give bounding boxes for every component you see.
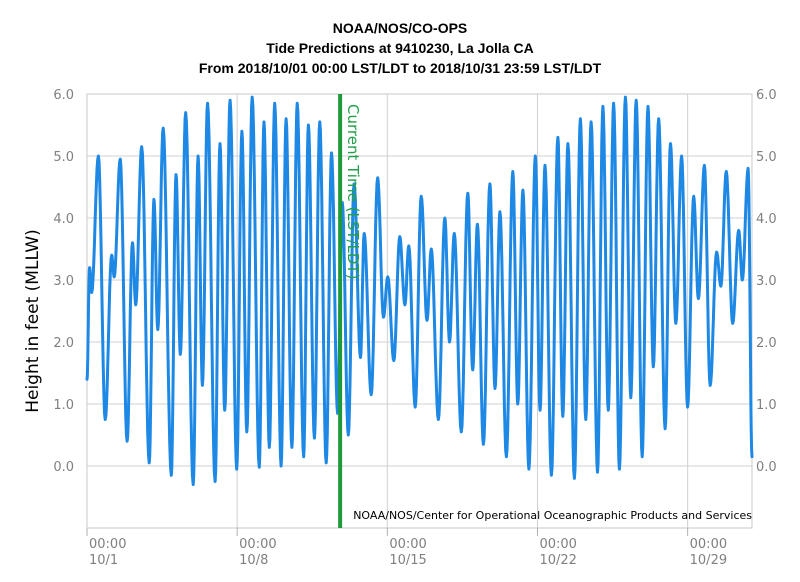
x-tick-date: 10/29 bbox=[690, 553, 727, 568]
y-tick-label-right: 2.0 bbox=[756, 336, 777, 351]
y-tick-label-right: 0.0 bbox=[756, 460, 777, 475]
x-tick-time: 00:00 bbox=[89, 537, 126, 552]
y-tick-label-right: 6.0 bbox=[756, 88, 777, 103]
x-tick-date: 10/1 bbox=[89, 553, 118, 568]
y-tick-label-left: 6.0 bbox=[53, 88, 74, 103]
x-tick-time: 00:00 bbox=[239, 537, 276, 552]
y-tick-label-left: 0.0 bbox=[53, 460, 74, 475]
credit-text: NOAA/NOS/Center for Operational Oceanogr… bbox=[353, 509, 752, 522]
y-axis-right: 0.0 1.0 2.0 3.0 4.0 5.0 6.0 bbox=[756, 88, 777, 475]
y-tick-label-left: 4.0 bbox=[53, 212, 74, 227]
y-tick-label-right: 5.0 bbox=[756, 150, 777, 165]
title-line-2: Tide Predictions at 9410230, La Jolla CA bbox=[266, 40, 534, 56]
y-tick-label-left: 5.0 bbox=[53, 150, 74, 165]
y-tick-label-right: 3.0 bbox=[756, 274, 777, 289]
x-tick-date: 10/8 bbox=[239, 553, 268, 568]
x-axis: 00:0010/100:0010/800:0010/1500:0010/2200… bbox=[86, 528, 727, 568]
current-time-label: Current Time (LST/LDT) bbox=[344, 104, 362, 279]
y-tick-label-left: 1.0 bbox=[53, 398, 74, 413]
y-tick-label-right: 4.0 bbox=[756, 212, 777, 227]
x-tick-date: 10/22 bbox=[539, 553, 576, 568]
y-tick-label-right: 1.0 bbox=[756, 398, 777, 413]
chart-title: NOAA/NOS/CO-OPS Tide Predictions at 9410… bbox=[0, 18, 800, 78]
x-tick-time: 00:00 bbox=[539, 537, 576, 552]
y-axis-left: 0.0 1.0 2.0 3.0 4.0 5.0 6.0 bbox=[53, 88, 74, 475]
y-tick-label-left: 2.0 bbox=[53, 336, 74, 351]
y-axis-label: Height in feet (MLLW) bbox=[23, 229, 43, 413]
title-line-3: From 2018/10/01 00:00 LST/LDT to 2018/10… bbox=[198, 60, 602, 76]
title-line-1: NOAA/NOS/CO-OPS bbox=[332, 20, 468, 36]
y-tick-label-left: 3.0 bbox=[53, 274, 74, 289]
tide-series-line bbox=[85, 95, 754, 487]
x-tick-time: 00:00 bbox=[690, 537, 727, 552]
x-tick-date: 10/15 bbox=[389, 553, 426, 568]
x-tick-time: 00:00 bbox=[389, 537, 426, 552]
